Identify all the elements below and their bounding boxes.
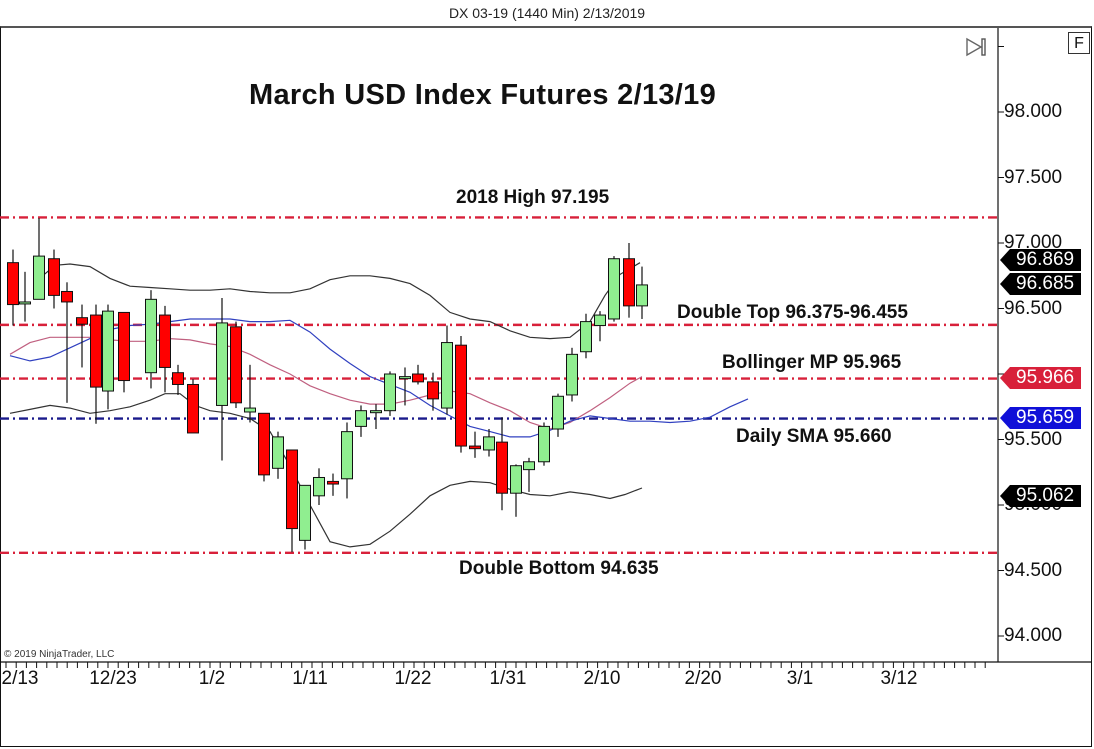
candle-down — [187, 383, 199, 434]
candle-up — [370, 410, 382, 414]
candle-up — [523, 461, 535, 471]
x-tick-label: 1/2 — [198, 668, 226, 689]
candle-down — [327, 480, 339, 485]
y-tick-label: 96.500 — [1004, 298, 1063, 319]
annotation-bollinger-mp: Bollinger MP 95.965 — [722, 352, 902, 373]
candle-down — [286, 449, 298, 530]
candle-up — [33, 255, 45, 300]
candle-up — [608, 258, 620, 320]
x-tick-label: 1/11 — [292, 668, 328, 689]
candle-up — [313, 476, 325, 497]
candle-up — [538, 425, 550, 463]
candle-down — [172, 372, 184, 385]
candle-up — [19, 301, 31, 305]
candle-down — [76, 317, 88, 325]
candle-down — [159, 314, 171, 368]
x-tick-label: 1/22 — [394, 668, 432, 689]
candle-down — [469, 445, 481, 450]
y-tick-label: 97.000 — [1004, 232, 1063, 253]
f-toggle-button[interactable]: F — [1068, 32, 1090, 54]
x-tick-label: 3/1 — [786, 668, 814, 689]
candle-up — [636, 284, 648, 307]
candle-up — [216, 322, 228, 406]
window-title: DX 03-19 (1440 Min) 2/13/2019 — [448, 5, 646, 21]
candle-up — [145, 298, 157, 374]
horizontal-level-lines — [0, 216, 997, 555]
annotation-daily-sma: Daily SMA 95.660 — [736, 426, 892, 447]
candle-down — [258, 412, 270, 476]
x-tick-label: 2/10 — [583, 668, 621, 689]
candle-down — [427, 381, 439, 400]
candle-down — [623, 258, 635, 307]
x-tick-label: 1/31 — [489, 668, 527, 689]
x-tick-label: 2/20 — [684, 668, 722, 689]
price-tag-last: 96.685 — [999, 273, 1082, 295]
annotation-2018-high: 2018 High 97.195 — [456, 187, 610, 208]
y-tick-label: 94.000 — [1004, 625, 1063, 646]
x-axis-ticks — [5, 662, 986, 668]
y-tick-label: 98.000 — [1004, 101, 1063, 122]
candle-down — [7, 262, 19, 306]
candlesticks — [7, 218, 648, 553]
price-tag-sma: 95.659 — [999, 407, 1082, 429]
chart-panel[interactable] — [0, 26, 1092, 747]
candle-up — [552, 395, 564, 430]
candle-down — [61, 290, 73, 303]
candle-down — [90, 314, 102, 388]
candle-down — [455, 344, 467, 447]
indicator-line — [9, 318, 749, 438]
candle-up — [399, 376, 411, 380]
candle-up — [355, 410, 367, 427]
candle-down — [412, 373, 424, 383]
copyright-notice: © 2019 NinjaTrader, LLC — [4, 649, 115, 660]
y-tick-label: 95.500 — [1004, 429, 1063, 450]
indicator-line — [34, 262, 641, 340]
annotation-double-top: Double Top 96.375-96.455 — [677, 302, 908, 323]
candle-up — [299, 484, 311, 541]
candle-down — [496, 441, 508, 494]
candle-up — [102, 310, 114, 392]
candle-down — [48, 258, 60, 296]
price-tag-bollinger-mid: 95.966 — [999, 367, 1082, 389]
price-tag-bollinger-lower: 95.062 — [999, 485, 1082, 507]
candle-up — [441, 342, 453, 409]
candle-up — [566, 353, 578, 396]
candle-up — [341, 431, 353, 480]
y-tick-label: 94.500 — [1004, 560, 1063, 581]
price-tag-high: 96.869 — [999, 249, 1082, 271]
candle-up — [510, 465, 522, 494]
x-tick-label: 12/23 — [89, 668, 137, 689]
y-tick-label: 97.500 — [1004, 167, 1063, 188]
candle-down — [230, 326, 242, 404]
annotation-double-bottom: Double Bottom 94.635 — [459, 558, 659, 579]
skip-to-end-icon[interactable] — [965, 37, 991, 57]
chart-title: March USD Index Futures 2/13/19 — [249, 79, 717, 111]
candle-up — [272, 436, 284, 469]
candle-up — [483, 436, 495, 451]
x-tick-label: 2/13 — [1, 668, 39, 689]
candle-down — [118, 311, 130, 382]
candle-up — [244, 407, 256, 413]
candle-up — [580, 321, 592, 353]
candle-up — [594, 314, 606, 327]
candle-up — [384, 373, 396, 412]
indicator-line — [9, 393, 643, 548]
x-tick-label: 3/12 — [880, 668, 918, 689]
y-axis-ticks — [998, 46, 1004, 637]
